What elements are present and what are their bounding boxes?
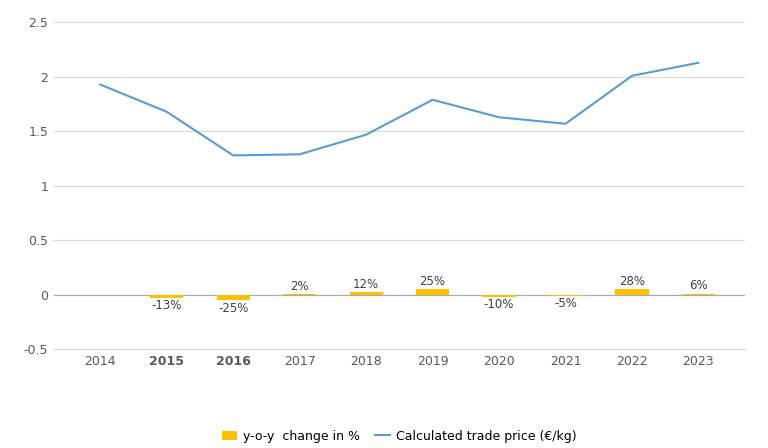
Calculated trade price (€/kg): [561, 121, 570, 126]
Calculated trade price (€/kg): [694, 60, 703, 65]
Calculated trade price (€/kg): [362, 132, 371, 138]
Calculated trade price (€/kg): [229, 153, 238, 158]
Text: 6%: 6%: [689, 279, 708, 292]
Text: 2%: 2%: [290, 280, 309, 293]
Text: 25%: 25%: [419, 275, 445, 288]
Text: -13%: -13%: [151, 299, 182, 312]
Bar: [549, 295, 582, 296]
Text: -25%: -25%: [218, 302, 248, 314]
Calculated trade price (€/kg): [96, 82, 105, 87]
Text: 28%: 28%: [619, 275, 645, 288]
Text: 12%: 12%: [353, 278, 379, 291]
Bar: [615, 289, 649, 295]
Bar: [482, 295, 515, 297]
Bar: [416, 289, 449, 295]
Bar: [150, 295, 184, 298]
Bar: [682, 293, 715, 295]
Text: -5%: -5%: [554, 297, 577, 310]
Calculated trade price (€/kg): [295, 151, 304, 157]
Bar: [349, 292, 382, 295]
Calculated trade price (€/kg): [162, 109, 171, 115]
Line: Calculated trade price (€/kg): Calculated trade price (€/kg): [101, 63, 698, 155]
Calculated trade price (€/kg): [495, 115, 504, 120]
Text: -10%: -10%: [484, 298, 515, 311]
Bar: [217, 295, 250, 301]
Calculated trade price (€/kg): [627, 73, 637, 78]
Legend: y-o-y  change in %, Calculated trade price (€/kg): y-o-y change in %, Calculated trade pric…: [217, 425, 582, 448]
Calculated trade price (€/kg): [428, 97, 437, 103]
